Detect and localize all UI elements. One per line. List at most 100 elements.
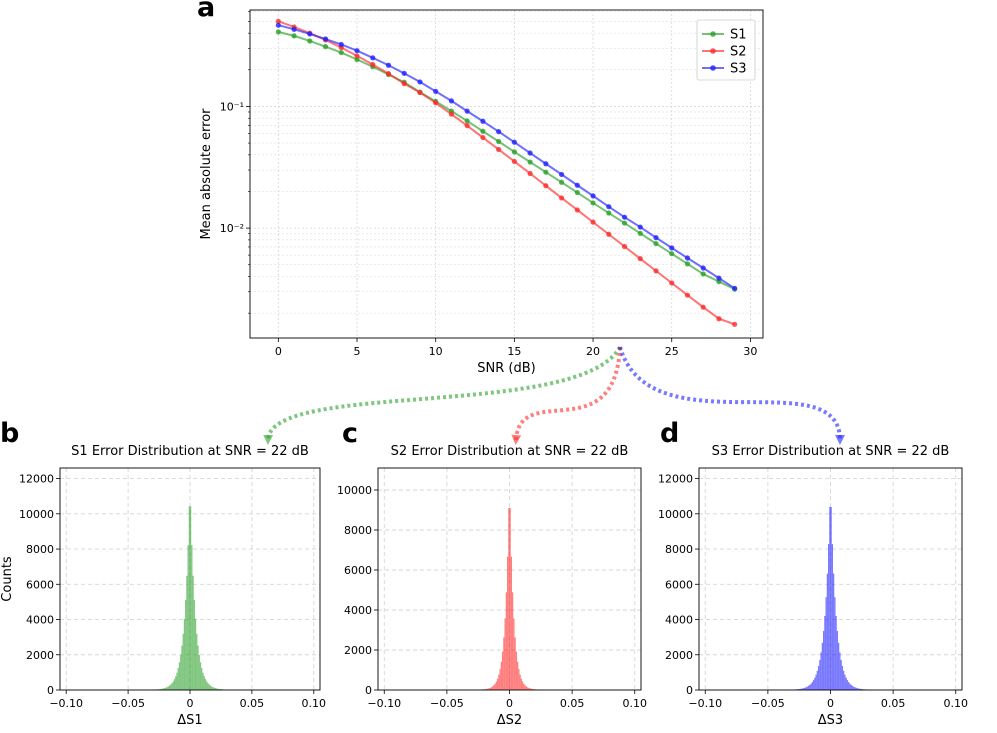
data-point-s2 bbox=[621, 243, 628, 250]
x-tick-label: 30 bbox=[743, 345, 757, 358]
data-point-s3 bbox=[354, 48, 360, 54]
histogram-bar bbox=[523, 683, 525, 690]
histogram-bar bbox=[532, 688, 534, 690]
data-point-s2 bbox=[464, 123, 470, 129]
histogram-bar bbox=[827, 544, 830, 690]
histogram-bar bbox=[834, 597, 836, 690]
histogram-bar bbox=[183, 618, 186, 690]
y-tick-label: 2000 bbox=[665, 649, 693, 662]
histogram-bar bbox=[519, 674, 521, 690]
data-point-s3 bbox=[275, 22, 281, 28]
data-point-s3 bbox=[574, 182, 580, 188]
panel-title: S1 Error Distribution at SNR = 22 dB bbox=[71, 444, 309, 459]
x-tick-label: −0.10 bbox=[688, 697, 722, 710]
data-point-s3 bbox=[637, 224, 643, 230]
x-tick-label: 0 bbox=[275, 345, 282, 358]
histogram-bar bbox=[520, 678, 523, 690]
panel-title: S3 Error Distribution at SNR = 22 dB bbox=[712, 444, 950, 459]
mae-vs-snr-chart: 0 5 10 15 20 25 30 10⁻¹ 10⁻² SNR (dB) Mean absolut… bbox=[199, 9, 764, 376]
histogram-bar bbox=[211, 686, 213, 690]
histogram-bar bbox=[801, 688, 803, 690]
histogram-bar bbox=[524, 685, 526, 690]
data-point-s3 bbox=[653, 235, 659, 241]
histogram-bar bbox=[160, 688, 162, 690]
y-tick-label: 4000 bbox=[344, 604, 372, 617]
histogram-bar bbox=[839, 652, 841, 690]
x-tick-label: 0.10 bbox=[943, 697, 968, 710]
data-point-s2 bbox=[543, 183, 549, 189]
histogram-bar bbox=[218, 688, 220, 690]
y-tick-label: 0 bbox=[47, 684, 54, 697]
histogram-bar bbox=[512, 592, 514, 690]
histogram-bar bbox=[854, 687, 856, 690]
data-point-s3 bbox=[417, 79, 423, 85]
histogram-bar bbox=[833, 573, 835, 690]
histogram-bar bbox=[856, 688, 859, 690]
series-line-s3 bbox=[278, 24, 736, 290]
histogram-bar bbox=[855, 687, 857, 690]
y-tick-label: 4000 bbox=[665, 614, 693, 627]
histogram-bar bbox=[500, 661, 502, 690]
histogram-bar bbox=[212, 687, 214, 690]
data-point-s1 bbox=[621, 220, 628, 226]
histogram-bar bbox=[171, 683, 173, 690]
histogram-bar bbox=[182, 633, 184, 690]
histogram-bar bbox=[175, 676, 177, 690]
histogram-bar bbox=[830, 506, 832, 690]
data-point-s2 bbox=[653, 268, 659, 274]
y-tick-label: 6000 bbox=[665, 578, 693, 591]
histogram-bar bbox=[810, 683, 812, 690]
data-point-s2 bbox=[606, 231, 612, 237]
histogram-bar bbox=[203, 676, 205, 690]
data-point-s1 bbox=[606, 210, 612, 216]
histogram-bar bbox=[202, 672, 204, 690]
histogram-bar bbox=[188, 506, 190, 690]
data-point-s2 bbox=[590, 219, 596, 225]
data-point-s2 bbox=[385, 71, 392, 77]
histogram-bar bbox=[170, 684, 172, 690]
histogram-bar bbox=[207, 683, 209, 690]
data-point-s3 bbox=[669, 245, 675, 251]
histogram-bar bbox=[214, 688, 216, 690]
legend-marker-s1 bbox=[710, 31, 716, 37]
y-tick-label: 2000 bbox=[344, 644, 372, 657]
histogram-bar bbox=[841, 665, 844, 690]
data-point-s1 bbox=[322, 44, 329, 50]
histogram-bar bbox=[164, 688, 166, 690]
data-point-s2 bbox=[401, 81, 407, 87]
data-point-s1 bbox=[700, 271, 706, 277]
histogram-bar bbox=[485, 688, 487, 690]
y-tick-label: 8000 bbox=[344, 524, 372, 537]
data-point-s2 bbox=[496, 146, 502, 153]
histogram-bar bbox=[807, 685, 810, 690]
histogram-bar bbox=[820, 652, 822, 690]
histogram-bar bbox=[486, 688, 489, 690]
data-point-s1 bbox=[543, 169, 549, 175]
data-point-s2 bbox=[732, 321, 738, 327]
x-tick-label: 0 bbox=[187, 697, 194, 710]
histogram-bar bbox=[835, 615, 837, 690]
histogram-bar bbox=[819, 659, 821, 690]
histogram-bar bbox=[489, 687, 491, 690]
histogram-bar bbox=[503, 637, 505, 690]
histogram-bar bbox=[166, 687, 168, 690]
data-point-s2 bbox=[574, 207, 580, 213]
y-tick-label: 8000 bbox=[26, 543, 54, 556]
histogram-bar bbox=[204, 679, 207, 690]
histogram-bar bbox=[208, 684, 210, 690]
data-point-s3 bbox=[464, 108, 470, 114]
data-point-s3 bbox=[511, 139, 517, 145]
data-point-s2 bbox=[527, 170, 533, 177]
x-tick-label: 20 bbox=[586, 345, 600, 358]
histogram-bar bbox=[799, 688, 801, 690]
histogram-bar bbox=[176, 672, 178, 690]
x-tick-label: −0.05 bbox=[751, 697, 785, 710]
panel-letter-c: c bbox=[342, 418, 358, 449]
data-point-s1 bbox=[574, 189, 580, 196]
data-point-s1 bbox=[590, 200, 596, 206]
legend-label-s3: S3 bbox=[730, 62, 747, 77]
data-point-s2 bbox=[417, 89, 423, 96]
data-point-s2 bbox=[433, 100, 439, 106]
data-point-s3 bbox=[338, 41, 344, 48]
